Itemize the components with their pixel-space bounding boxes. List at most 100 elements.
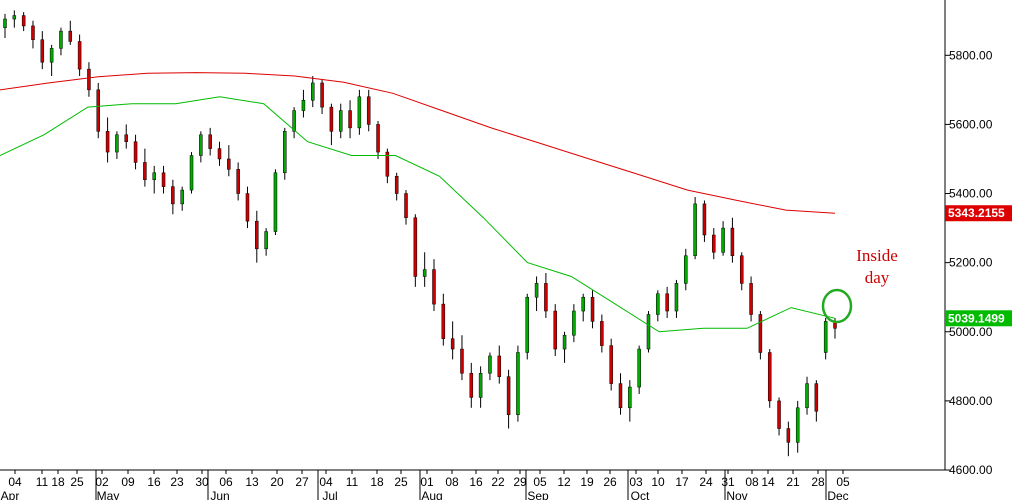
candle-body: [161, 172, 166, 187]
candle-body: [96, 89, 101, 132]
annotation-line-1: Inside: [856, 246, 898, 265]
x-tick-label: 14: [761, 475, 775, 489]
candle-body: [49, 48, 54, 63]
x-tick-label: 05: [836, 475, 850, 489]
candle-body: [59, 30, 63, 49]
candle-body: [87, 68, 91, 91]
axes-layer: [0, 0, 950, 500]
x-tick-label: 19: [580, 475, 594, 489]
candle-body: [572, 310, 576, 336]
candle-body: [385, 151, 390, 177]
annotation-layer: Inside day: [821, 246, 898, 324]
candle-body: [227, 158, 231, 170]
candle-body: [273, 172, 278, 232]
candle-body: [814, 383, 819, 412]
candle-body: [460, 348, 464, 374]
candle-body: [590, 296, 595, 322]
candle-body: [525, 296, 529, 353]
candle-body: [600, 321, 604, 346]
candle-body: [292, 110, 296, 132]
x-month-label: Jul: [322, 489, 337, 500]
x-tick-label: 28: [811, 475, 825, 489]
candle-body: [376, 124, 380, 153]
candle-body: [702, 203, 707, 236]
candle-body: [208, 134, 212, 149]
candles-layer: [3, 10, 837, 457]
candle-body: [338, 110, 343, 132]
candle-body: [497, 355, 502, 377]
candle-body: [758, 314, 763, 353]
candle-body: [77, 41, 82, 70]
candle-body: [180, 189, 184, 205]
x-tick-label: 22: [491, 475, 505, 489]
candle-body: [544, 283, 548, 312]
inside-day-circle: [821, 288, 853, 324]
x-tick-label: 27: [295, 475, 309, 489]
candle-body: [236, 169, 240, 194]
x-tick-label: 11: [36, 475, 49, 489]
x-tick-label: 31: [721, 475, 735, 489]
candle-body: [311, 82, 315, 101]
candle-body: [264, 231, 268, 250]
x-month-label: Sep: [527, 489, 549, 500]
candle-body: [506, 376, 511, 415]
candle-body: [348, 110, 352, 129]
candle-body: [413, 217, 418, 277]
x-tick-label: 09: [121, 475, 135, 489]
candle-body: [245, 193, 250, 222]
candle-body: [618, 383, 623, 409]
candle-body: [357, 96, 362, 129]
x-tick-label: 03: [629, 475, 643, 489]
x-tick-label: 18: [51, 475, 65, 489]
candle-body: [739, 255, 744, 284]
candle-body: [133, 141, 138, 163]
y-tick-label: 5200.00: [949, 256, 993, 270]
y-tick-label: 4600.00: [949, 463, 993, 477]
x-tick-label: 16: [147, 475, 161, 489]
x-tick-label: 05: [533, 475, 547, 489]
candle-body: [301, 99, 306, 111]
x-tick-label: 10: [651, 475, 665, 489]
candle-body: [656, 293, 660, 315]
x-tick-label: 02: [95, 475, 109, 489]
x-tick-label: 06: [219, 475, 233, 489]
candle-body: [3, 18, 7, 28]
x-tick-label: 25: [394, 475, 408, 489]
candle-body: [730, 227, 735, 256]
candle-body: [404, 193, 408, 218]
moving-average-value-tag-1: [945, 205, 1012, 222]
candle-body: [749, 283, 753, 315]
x-tick-label: 29: [513, 475, 527, 489]
candle-body: [684, 255, 688, 284]
candle-body: [40, 39, 45, 63]
candle-body: [609, 345, 613, 384]
candle-body: [786, 428, 791, 443]
candle-body: [805, 383, 809, 409]
candle-body: [68, 30, 73, 42]
candle-body: [152, 172, 156, 180]
x-tick-label: 11: [346, 475, 359, 489]
candle-body: [441, 303, 446, 339]
moving-average-value-label-1: 5343.2155: [948, 206, 1005, 220]
candle-body: [478, 372, 483, 398]
candle-body: [665, 293, 669, 312]
candle-body: [646, 314, 651, 350]
candle-body: [255, 220, 259, 250]
candle-body: [432, 269, 436, 305]
x-month-label: May: [97, 489, 120, 500]
candle-body: [189, 155, 194, 191]
candle-body: [329, 106, 334, 132]
x-month-label: Nov: [726, 489, 747, 500]
candle-body: [124, 134, 128, 142]
labels-layer: 4600.00 4800.00 5000.00 5200.00 5400.00 5600.…: [1, 48, 1012, 500]
y-tick-label: 4800.00: [949, 394, 993, 408]
candle-body: [777, 400, 781, 429]
candle-body: [693, 203, 697, 256]
candle-body: [12, 15, 17, 20]
x-tick-label: 25: [70, 475, 84, 489]
candle-body: [488, 355, 492, 374]
candle-body: [450, 338, 455, 350]
x-tick-label: 04: [8, 475, 22, 489]
candle-body: [637, 348, 641, 388]
candle-body: [320, 82, 324, 108]
